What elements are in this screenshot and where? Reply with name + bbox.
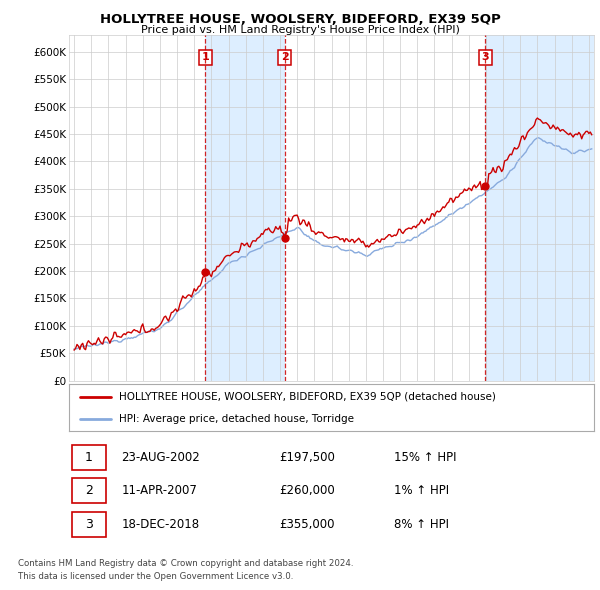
Text: Contains HM Land Registry data © Crown copyright and database right 2024.: Contains HM Land Registry data © Crown c…: [18, 559, 353, 568]
Bar: [205, 35, 285, 381]
Text: 2: 2: [281, 53, 289, 63]
Text: HPI: Average price, detached house, Torridge: HPI: Average price, detached house, Torr…: [119, 414, 354, 424]
Text: 1% ↑ HPI: 1% ↑ HPI: [395, 484, 449, 497]
Text: 18-DEC-2018: 18-DEC-2018: [121, 518, 200, 531]
FancyBboxPatch shape: [71, 478, 106, 503]
Text: 1: 1: [202, 53, 209, 63]
Text: 15% ↑ HPI: 15% ↑ HPI: [395, 451, 457, 464]
Text: £260,000: £260,000: [279, 484, 335, 497]
FancyBboxPatch shape: [71, 512, 106, 537]
Text: 3: 3: [481, 53, 489, 63]
Text: 8% ↑ HPI: 8% ↑ HPI: [395, 518, 449, 531]
Text: Price paid vs. HM Land Registry's House Price Index (HPI): Price paid vs. HM Land Registry's House …: [140, 25, 460, 35]
Bar: [485, 35, 594, 381]
Text: 23-AUG-2002: 23-AUG-2002: [121, 451, 200, 464]
Text: HOLLYTREE HOUSE, WOOLSERY, BIDEFORD, EX39 5QP (detached house): HOLLYTREE HOUSE, WOOLSERY, BIDEFORD, EX3…: [119, 392, 496, 402]
Text: HOLLYTREE HOUSE, WOOLSERY, BIDEFORD, EX39 5QP: HOLLYTREE HOUSE, WOOLSERY, BIDEFORD, EX3…: [100, 13, 500, 26]
Text: This data is licensed under the Open Government Licence v3.0.: This data is licensed under the Open Gov…: [18, 572, 293, 581]
Text: £355,000: £355,000: [279, 518, 335, 531]
Text: 11-APR-2007: 11-APR-2007: [121, 484, 197, 497]
Text: 1: 1: [85, 451, 93, 464]
Text: 2: 2: [85, 484, 93, 497]
Text: £197,500: £197,500: [279, 451, 335, 464]
Text: 3: 3: [85, 518, 93, 531]
FancyBboxPatch shape: [71, 445, 106, 470]
